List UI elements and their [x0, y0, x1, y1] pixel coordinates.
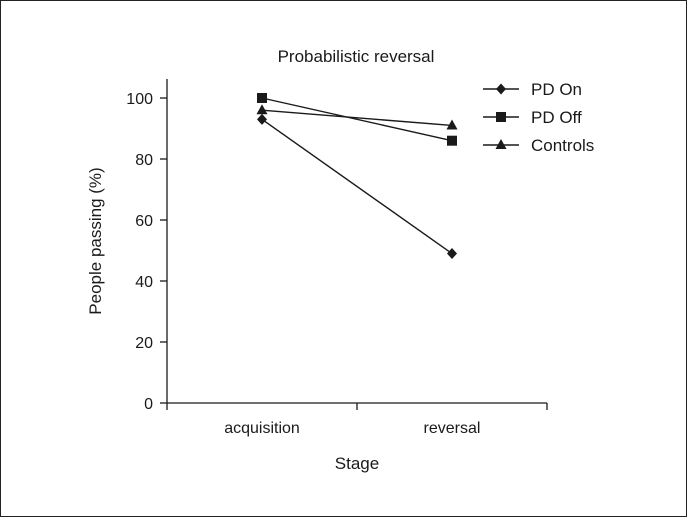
- series-pd-off: [257, 93, 457, 146]
- legend-marker: [496, 112, 506, 122]
- y-tick-label: 60: [135, 213, 153, 230]
- data-point-pd-off: [257, 93, 267, 103]
- series-pd-on: [257, 113, 457, 260]
- series-line-pd-off: [261, 97, 453, 142]
- x-ticks: acquisition reversal: [166, 403, 548, 437]
- legend-marker: [495, 139, 507, 149]
- y-tick-label: 100: [126, 91, 153, 108]
- y-tick-label: 0: [144, 396, 153, 413]
- y-axis-label: People passing (%): [86, 167, 105, 314]
- x-tick-label: reversal: [424, 420, 481, 437]
- legend-label: PD Off: [531, 108, 582, 127]
- legend-label: Controls: [531, 136, 594, 155]
- series-controls: [256, 104, 458, 130]
- chart-title: Probabilistic reversal: [278, 47, 435, 66]
- x-axis-label: Stage: [335, 454, 379, 473]
- y-tick-label: 80: [135, 152, 153, 169]
- data-point-controls: [256, 104, 268, 115]
- y-ticks: 0 20 40 60 80 100: [126, 91, 167, 413]
- data-point-pd-off: [447, 135, 457, 146]
- series-line-controls: [261, 109, 453, 127]
- y-tick-label: 20: [135, 335, 153, 352]
- data-point-pd-on: [447, 248, 457, 260]
- series-line-pd-on: [261, 118, 453, 255]
- legend: PD On PD Off Controls: [483, 80, 594, 155]
- legend-item-pd-off: PD Off: [483, 108, 582, 127]
- axes: [166, 79, 547, 404]
- y-tick-label: 40: [135, 274, 153, 291]
- legend-item-controls: Controls: [483, 136, 594, 155]
- legend-label: PD On: [531, 80, 582, 99]
- data-point-controls: [446, 119, 458, 130]
- legend-item-pd-on: PD On: [483, 80, 582, 99]
- legend-marker: [496, 83, 506, 95]
- data-point-pd-on: [257, 113, 267, 125]
- x-tick-label: acquisition: [224, 420, 300, 437]
- series-group: [256, 93, 458, 260]
